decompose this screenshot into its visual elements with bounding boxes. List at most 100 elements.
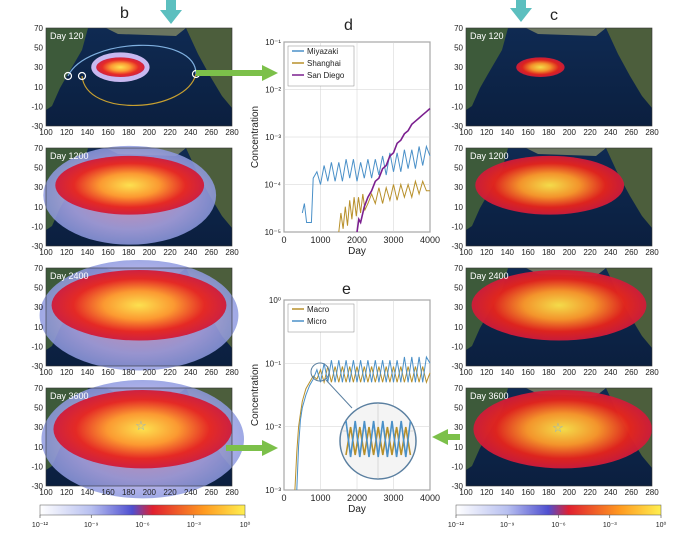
lon-tick-label: 220 [583,368,597,377]
lon-tick-label: 100 [39,248,53,257]
lon-tick-label: 180 [542,128,556,137]
lon-tick-label: 240 [604,128,618,137]
zoom-series-macro [345,426,412,456]
colorbar-tick-label: 10⁻⁹ [84,522,98,529]
lat-tick-label: -30 [31,362,43,371]
lat-tick-label: -10 [31,342,43,351]
lon-tick-label: 160 [101,128,115,137]
lon-tick-label: 240 [184,248,198,257]
lat-tick-label: -10 [451,462,463,471]
lon-tick-label: 160 [101,488,115,497]
legend-label: Miyazaki [307,47,338,56]
colorbar-c: 10⁻¹² 10⁻⁹ 10⁻⁶ 10⁻³ 10⁰ [448,504,667,529]
lon-tick-label: 100 [459,368,473,377]
x-tick-label: 0 [281,235,286,245]
lat-tick-label: 10 [34,443,43,452]
trajectory-shanghai [81,73,197,106]
x-tick-label: 4000 [420,493,440,503]
lat-tick-label: -10 [451,222,463,231]
lon-tick-label: 240 [184,128,198,137]
trajectory-miyazaki [67,44,197,77]
lon-tick-label: 240 [184,488,198,497]
lon-tick-label: 140 [501,368,515,377]
lon-tick-label: 100 [39,488,53,497]
lon-tick-label: 100 [459,248,473,257]
lon-tick-label: 260 [625,128,639,137]
lat-tick-label: -10 [31,462,43,471]
lat-tick-label: 70 [34,144,43,153]
lon-tick-label: 200 [563,248,577,257]
map-frame [45,147,233,247]
map-day-label: Day 3600 [50,391,89,401]
lon-tick-label: 200 [563,488,577,497]
panel-label-d: d [344,17,353,34]
map-plume [51,269,227,341]
x-axis-label: Day [348,246,366,257]
map-day-label: Day 3600 [470,391,509,401]
y-tick-label: 10⁻⁴ [264,181,281,190]
lon-tick-label: 280 [645,128,659,137]
zoom-source-circle [310,362,330,382]
series-line-macro [294,366,431,491]
lat-tick-label: 70 [454,384,463,393]
lon-tick-label: 120 [480,488,494,497]
source-marker [63,71,73,81]
lon-tick-label: 140 [81,368,95,377]
lat-tick-label: 10 [34,323,43,332]
colorbar-tick-label: 10⁻³ [187,522,201,529]
map-plume [516,57,565,77]
map-day-label: Day 2400 [470,271,509,281]
lon-tick-label: 260 [625,488,639,497]
lat-tick-label: 70 [34,264,43,273]
colorbar-tick-label: 10⁻⁹ [500,522,514,529]
lon-tick-label: 260 [625,368,639,377]
colorbar-tick-label: 10⁰ [656,521,667,529]
lon-tick-label: 180 [122,248,136,257]
lon-tick-label: 200 [143,368,157,377]
lon-tick-label: 180 [122,488,136,497]
star-marker-c: ☆ [552,420,564,435]
lon-tick-label: 180 [542,248,556,257]
chart-e: 0 1000 2000 3000 4000 10⁻³ 10⁻² 10⁻¹ 10⁰ Day Conce… [250,296,440,515]
lon-tick-label: 280 [225,368,239,377]
x-tick-label: 2000 [347,493,367,503]
lon-tick-label: 280 [225,488,239,497]
y-tick-label: 10⁻⁵ [265,228,281,237]
x-tick-label: 4000 [420,235,440,245]
map-land-asia [466,28,508,110]
lat-tick-label: 70 [34,384,43,393]
star-marker-b: ☆ [135,418,147,433]
lat-tick-label: 30 [34,63,43,72]
y-tick-label: 10⁻¹ [265,38,281,47]
lon-tick-label: 280 [645,248,659,257]
lon-tick-label: 100 [459,128,473,137]
lon-tick-label: 280 [225,248,239,257]
lat-tick-label: -30 [31,242,43,251]
lat-tick-label: -30 [451,122,463,131]
map-frame [45,27,233,127]
colorbar-tick-label: 10⁻¹² [32,522,49,529]
y-tick-label: 10⁻² [265,86,281,95]
lat-tick-label: 10 [34,83,43,92]
map-land-north [526,28,606,36]
panel-label-e: e [342,281,351,298]
map-land-america [606,148,652,228]
map-plume [473,389,652,469]
lat-tick-label: 10 [454,443,463,452]
series-line-miyazaki [301,144,431,223]
lon-tick-label: 100 [39,128,53,137]
map-frame [465,27,653,127]
map-land-america [606,28,652,108]
lon-tick-label: 280 [645,488,659,497]
y-tick-label: 10⁻³ [265,133,281,142]
colorbar-b: 10⁻¹² 10⁻⁹ 10⁻⁶ 10⁻³ 10⁰ [32,504,250,529]
lat-tick-label: 30 [34,423,43,432]
x-tick-label: 3000 [383,493,403,503]
colorbar-tick-label: 10⁻³ [603,522,617,529]
map-land-north [106,28,186,36]
